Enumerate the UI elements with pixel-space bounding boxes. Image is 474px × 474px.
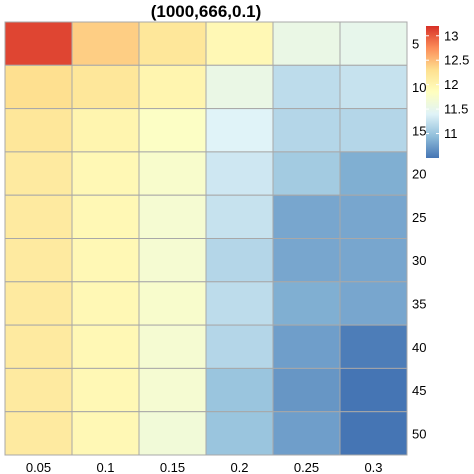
heatmap-cell [138, 151, 207, 196]
row-label: 50 [412, 426, 426, 441]
heatmap-cell [272, 324, 341, 369]
column-label: 0.2 [230, 460, 248, 474]
heatmap-cell [205, 151, 274, 196]
heatmap-cell [339, 151, 408, 196]
heatmap-cell [205, 64, 274, 110]
heatmap-cell [71, 411, 140, 456]
heatmap-cell [138, 238, 207, 283]
heatmap-cell [339, 238, 408, 283]
heatmap-cell [205, 324, 274, 369]
heatmap-cell [138, 411, 207, 456]
heatmap-cell [138, 108, 207, 153]
colorbar-tick-label: 12 [444, 77, 458, 92]
row-label: 35 [412, 296, 426, 311]
heatmap-cell [138, 64, 207, 110]
row-labels: 5 10 15 20 25 30 35 40 45 50 [412, 37, 426, 442]
heatmap-cell [4, 238, 73, 283]
heatmap-cell [339, 194, 408, 239]
heatmap-cell [205, 238, 274, 283]
heatmap-cell [272, 367, 341, 413]
heatmap-cell [272, 151, 341, 196]
heatmap-cell [205, 21, 274, 66]
colorbar-ticks: 11 11.5 12 12.5 13 [426, 28, 469, 141]
heatmap-cell [205, 411, 274, 456]
heatmap-cell [71, 324, 140, 369]
heatmap-cell [138, 367, 207, 413]
column-label: 0.3 [364, 460, 382, 474]
row-label: 40 [412, 340, 426, 355]
heatmap-cell [205, 194, 274, 239]
heatmap-cell [138, 281, 207, 326]
heatmap-cell [71, 21, 140, 66]
row-label: 25 [412, 210, 426, 225]
heatmap-cell [71, 281, 140, 326]
row-label: 45 [412, 383, 426, 398]
heatmap-cell [339, 21, 408, 66]
heatmap-cell [339, 367, 408, 413]
heatmap-cell [339, 108, 408, 153]
heatmap-cell [71, 64, 140, 110]
colorbar-legend: 11 11.5 12 12.5 13 [426, 26, 469, 158]
heatmap-cell [71, 151, 140, 196]
heatmap-cell [339, 324, 408, 369]
heatmap-cells [4, 21, 408, 456]
column-label: 0.15 [160, 460, 185, 474]
heatmap-cell [205, 281, 274, 326]
row-label: 15 [412, 123, 426, 138]
heatmap-cell [4, 367, 73, 413]
chart-title: (1000,666,0.1) [151, 2, 262, 21]
heatmap-cell [205, 108, 274, 153]
heatmap-cell [71, 238, 140, 283]
row-label: 10 [412, 80, 426, 95]
heatmap-cell [4, 151, 73, 196]
heatmap-cell [339, 64, 408, 110]
heatmap-cell [272, 238, 341, 283]
column-label: 0.1 [96, 460, 114, 474]
row-label: 30 [412, 253, 426, 268]
column-label: 0.05 [26, 460, 51, 474]
heatmap-cell [339, 411, 408, 456]
heatmap-cell [4, 324, 73, 369]
colorbar-tick-label: 11 [444, 126, 458, 141]
row-label: 20 [412, 167, 426, 182]
column-label: 0.25 [294, 460, 319, 474]
heatmap-cell [205, 367, 274, 413]
heatmap-cell [339, 281, 408, 326]
heatmap-cell [138, 21, 207, 66]
colorbar [426, 26, 439, 158]
heatmap-cell [71, 108, 140, 153]
heatmap-cell [4, 194, 73, 239]
heatmap-cell [71, 367, 140, 413]
colorbar-tick-label: 12.5 [444, 53, 469, 68]
heatmap-cell [4, 281, 73, 326]
heatmap-cell [138, 194, 207, 239]
row-label: 5 [412, 37, 419, 52]
heatmap-cell [272, 194, 341, 239]
heatmap-cell [272, 64, 341, 110]
heatmap-cell [138, 324, 207, 369]
heatmap-cell [4, 64, 73, 110]
heatmap-cell [272, 411, 341, 456]
heatmap-cell [272, 21, 341, 66]
heatmap-cell [4, 21, 73, 66]
heatmap-cell [272, 108, 341, 153]
heatmap-cell [4, 411, 73, 456]
column-labels: 0.05 0.1 0.15 0.2 0.25 0.3 [26, 460, 383, 474]
heatmap-cell [71, 194, 140, 239]
heatmap-cell [4, 108, 73, 153]
colorbar-tick-label: 11.5 [444, 102, 468, 117]
heatmap-cell [272, 281, 341, 326]
colorbar-tick-label: 13 [444, 28, 458, 43]
